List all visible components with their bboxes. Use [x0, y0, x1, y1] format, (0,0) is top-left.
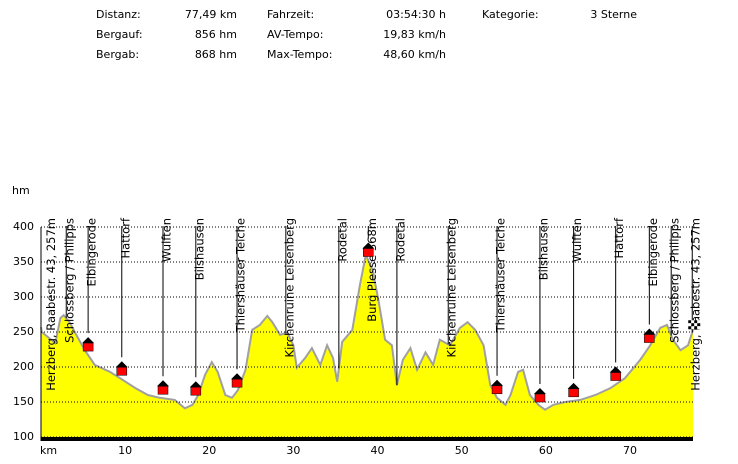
- stat-label: Max-Tempo:: [267, 48, 332, 61]
- profile-line: [40, 251, 694, 411]
- flag-cell: [697, 320, 701, 324]
- waypoint-roof: [82, 337, 95, 344]
- flag-cell: [688, 320, 692, 324]
- waypoint-marker: [568, 388, 579, 398]
- y-tick-label: 250: [13, 325, 34, 338]
- waypoint-marker: [190, 386, 202, 396]
- waypoint-roof: [157, 380, 170, 387]
- flag-cell: [697, 326, 701, 330]
- waypoint-roof: [533, 388, 546, 395]
- profile-area: [41, 255, 693, 437]
- waypoint-label: Thiershäuser Teiche: [494, 218, 508, 333]
- flag-cell: [697, 323, 701, 327]
- x-tick-label: 70: [623, 444, 637, 457]
- stat-value: 03:54:30 h: [386, 8, 446, 21]
- waypoint-label: Kirchenruine Leisenberg: [445, 218, 459, 357]
- y-tick-label: 300: [13, 290, 34, 303]
- waypoint-marker: [363, 248, 374, 257]
- x-axis-bar: [41, 437, 693, 441]
- flag-cell: [694, 320, 698, 324]
- x-tick-label: 10: [118, 444, 132, 457]
- stat-value: 77,49 km: [185, 8, 237, 21]
- waypoint-label: Bilshausen: [192, 218, 206, 280]
- waypoint-roof: [643, 328, 656, 335]
- waypoint-roof: [362, 242, 375, 249]
- stat-value: 3 Sterne: [590, 8, 637, 21]
- waypoint-marker: [116, 367, 128, 376]
- waypoint-label: Herzberg, Raabestr. 43, 257m: [689, 218, 703, 391]
- waypoint-roof: [491, 379, 504, 386]
- waypoint-label: Hattorf: [118, 217, 132, 258]
- waypoint-label: Wulften: [570, 218, 584, 262]
- x-tick-label: 40: [371, 444, 385, 457]
- flag-cell: [691, 320, 695, 324]
- finish-flag: [688, 320, 701, 330]
- waypoint-label: Burg Plesse 368m: [365, 218, 379, 322]
- waypoint-marker: [157, 386, 169, 395]
- waypoint-roof: [231, 373, 244, 380]
- stat-label: Kategorie:: [482, 8, 539, 21]
- stat-label: AV-Tempo:: [267, 28, 323, 41]
- x-tick-label: 30: [286, 444, 300, 457]
- x-tick-label: 60: [539, 444, 553, 457]
- waypoint-roof: [567, 382, 580, 389]
- waypoint-roof: [609, 366, 622, 373]
- flag-cell: [694, 326, 698, 330]
- stat-label: Bergauf:: [96, 28, 143, 41]
- waypoint-marker: [534, 393, 546, 403]
- flag-cell: [688, 326, 692, 330]
- waypoint-label: Elbingerode: [646, 218, 660, 287]
- waypoint-label: Schlossberg / Philipps: [63, 218, 77, 343]
- flag-cell: [688, 323, 692, 327]
- stat-value: 19,83 km/h: [383, 28, 446, 41]
- y-tick-label: 150: [13, 395, 34, 408]
- flag-cell: [694, 323, 698, 327]
- stat-label: Fahrzeit:: [267, 8, 314, 21]
- waypoint-label: Hattorf: [612, 217, 626, 258]
- waypoint-marker: [231, 378, 243, 388]
- waypoint-marker: [82, 342, 94, 352]
- waypoint-roof: [115, 361, 128, 368]
- x-tick-label: 50: [455, 444, 469, 457]
- stat-label: Distanz:: [96, 8, 141, 21]
- stat-label: Bergab:: [96, 48, 139, 61]
- x-axis-label: km: [40, 444, 57, 457]
- y-axis-label: hm: [12, 184, 30, 197]
- waypoint-roof: [189, 381, 202, 388]
- y-tick-label: 200: [13, 360, 34, 373]
- stat-value: 856 hm: [195, 28, 237, 41]
- waypoint-label: Thiershäuser Teiche: [234, 218, 248, 333]
- waypoint-marker: [644, 334, 655, 343]
- y-tick-label: 100: [13, 430, 34, 443]
- stat-value: 48,60 km/h: [383, 48, 446, 61]
- waypoint-label: Bilshausen: [536, 218, 550, 280]
- waypoint-marker: [610, 372, 621, 381]
- flag-cell: [691, 323, 695, 327]
- waypoint-label: Rodetal: [335, 218, 349, 262]
- waypoint-label: Schlossberg / Philipps: [668, 218, 682, 343]
- waypoint-label: Wulften: [160, 218, 174, 262]
- waypoint-label: Herzberg, Raabestr. 43, 257m: [44, 218, 58, 391]
- waypoint-label: Kirchenruine Leisenberg: [282, 218, 296, 357]
- stat-value: 868 hm: [195, 48, 237, 61]
- waypoint-label: Rodetal: [393, 218, 407, 262]
- flag-cell: [691, 326, 695, 330]
- waypoint-marker: [491, 385, 503, 395]
- y-tick-label: 350: [13, 255, 34, 268]
- waypoint-label: Elbingerode: [85, 218, 99, 287]
- x-tick-label: 20: [202, 444, 216, 457]
- y-tick-label: 400: [13, 220, 34, 233]
